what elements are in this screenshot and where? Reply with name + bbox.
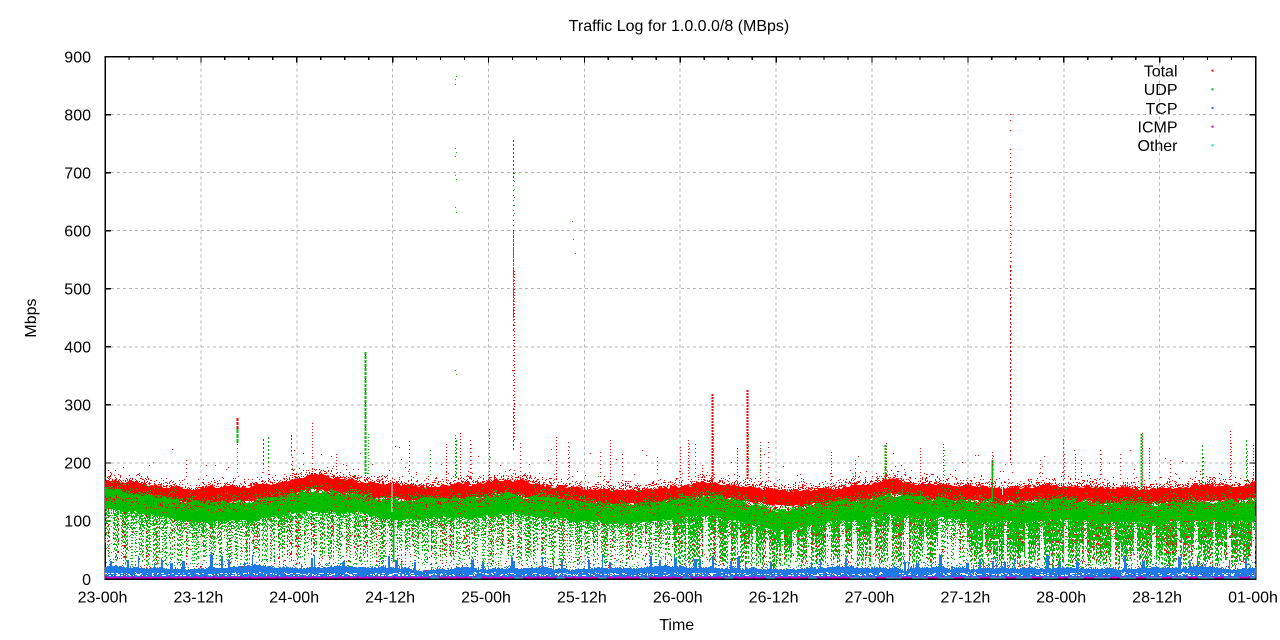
svg-text:27-00h: 27-00h xyxy=(845,590,895,607)
svg-text:Mbps: Mbps xyxy=(23,298,40,337)
svg-text:ICMP: ICMP xyxy=(1138,119,1178,136)
svg-text:0: 0 xyxy=(82,572,91,589)
svg-text:23-00h: 23-00h xyxy=(78,590,128,607)
svg-text:400: 400 xyxy=(64,340,91,357)
svg-text:01-00h: 01-00h xyxy=(1228,590,1278,607)
svg-text:Other: Other xyxy=(1137,138,1178,155)
svg-text:25-12h: 25-12h xyxy=(557,590,607,607)
svg-text:Total: Total xyxy=(1144,63,1178,80)
svg-text:800: 800 xyxy=(64,107,91,124)
svg-text:Traffic Log for 1.0.0.0/8 (MBp: Traffic Log for 1.0.0.0/8 (MBps) xyxy=(569,18,790,35)
svg-text:500: 500 xyxy=(64,282,91,299)
svg-text:24-12h: 24-12h xyxy=(365,590,415,607)
svg-text:TCP: TCP xyxy=(1146,101,1178,118)
svg-text:27-12h: 27-12h xyxy=(940,590,990,607)
svg-text:300: 300 xyxy=(64,398,91,415)
svg-text:28-12h: 28-12h xyxy=(1132,590,1182,607)
svg-text:26-00h: 26-00h xyxy=(653,590,703,607)
svg-text:700: 700 xyxy=(64,165,91,182)
svg-text:Time: Time xyxy=(659,617,694,634)
svg-text:100: 100 xyxy=(64,514,91,531)
svg-text:200: 200 xyxy=(64,456,91,473)
svg-text:23-12h: 23-12h xyxy=(173,590,223,607)
svg-text:26-12h: 26-12h xyxy=(749,590,799,607)
svg-text:600: 600 xyxy=(64,224,91,241)
svg-text:UDP: UDP xyxy=(1144,82,1178,99)
svg-text:25-00h: 25-00h xyxy=(461,590,511,607)
svg-text:900: 900 xyxy=(64,49,91,66)
svg-text:24-00h: 24-00h xyxy=(269,590,319,607)
svg-text:28-00h: 28-00h xyxy=(1036,590,1086,607)
